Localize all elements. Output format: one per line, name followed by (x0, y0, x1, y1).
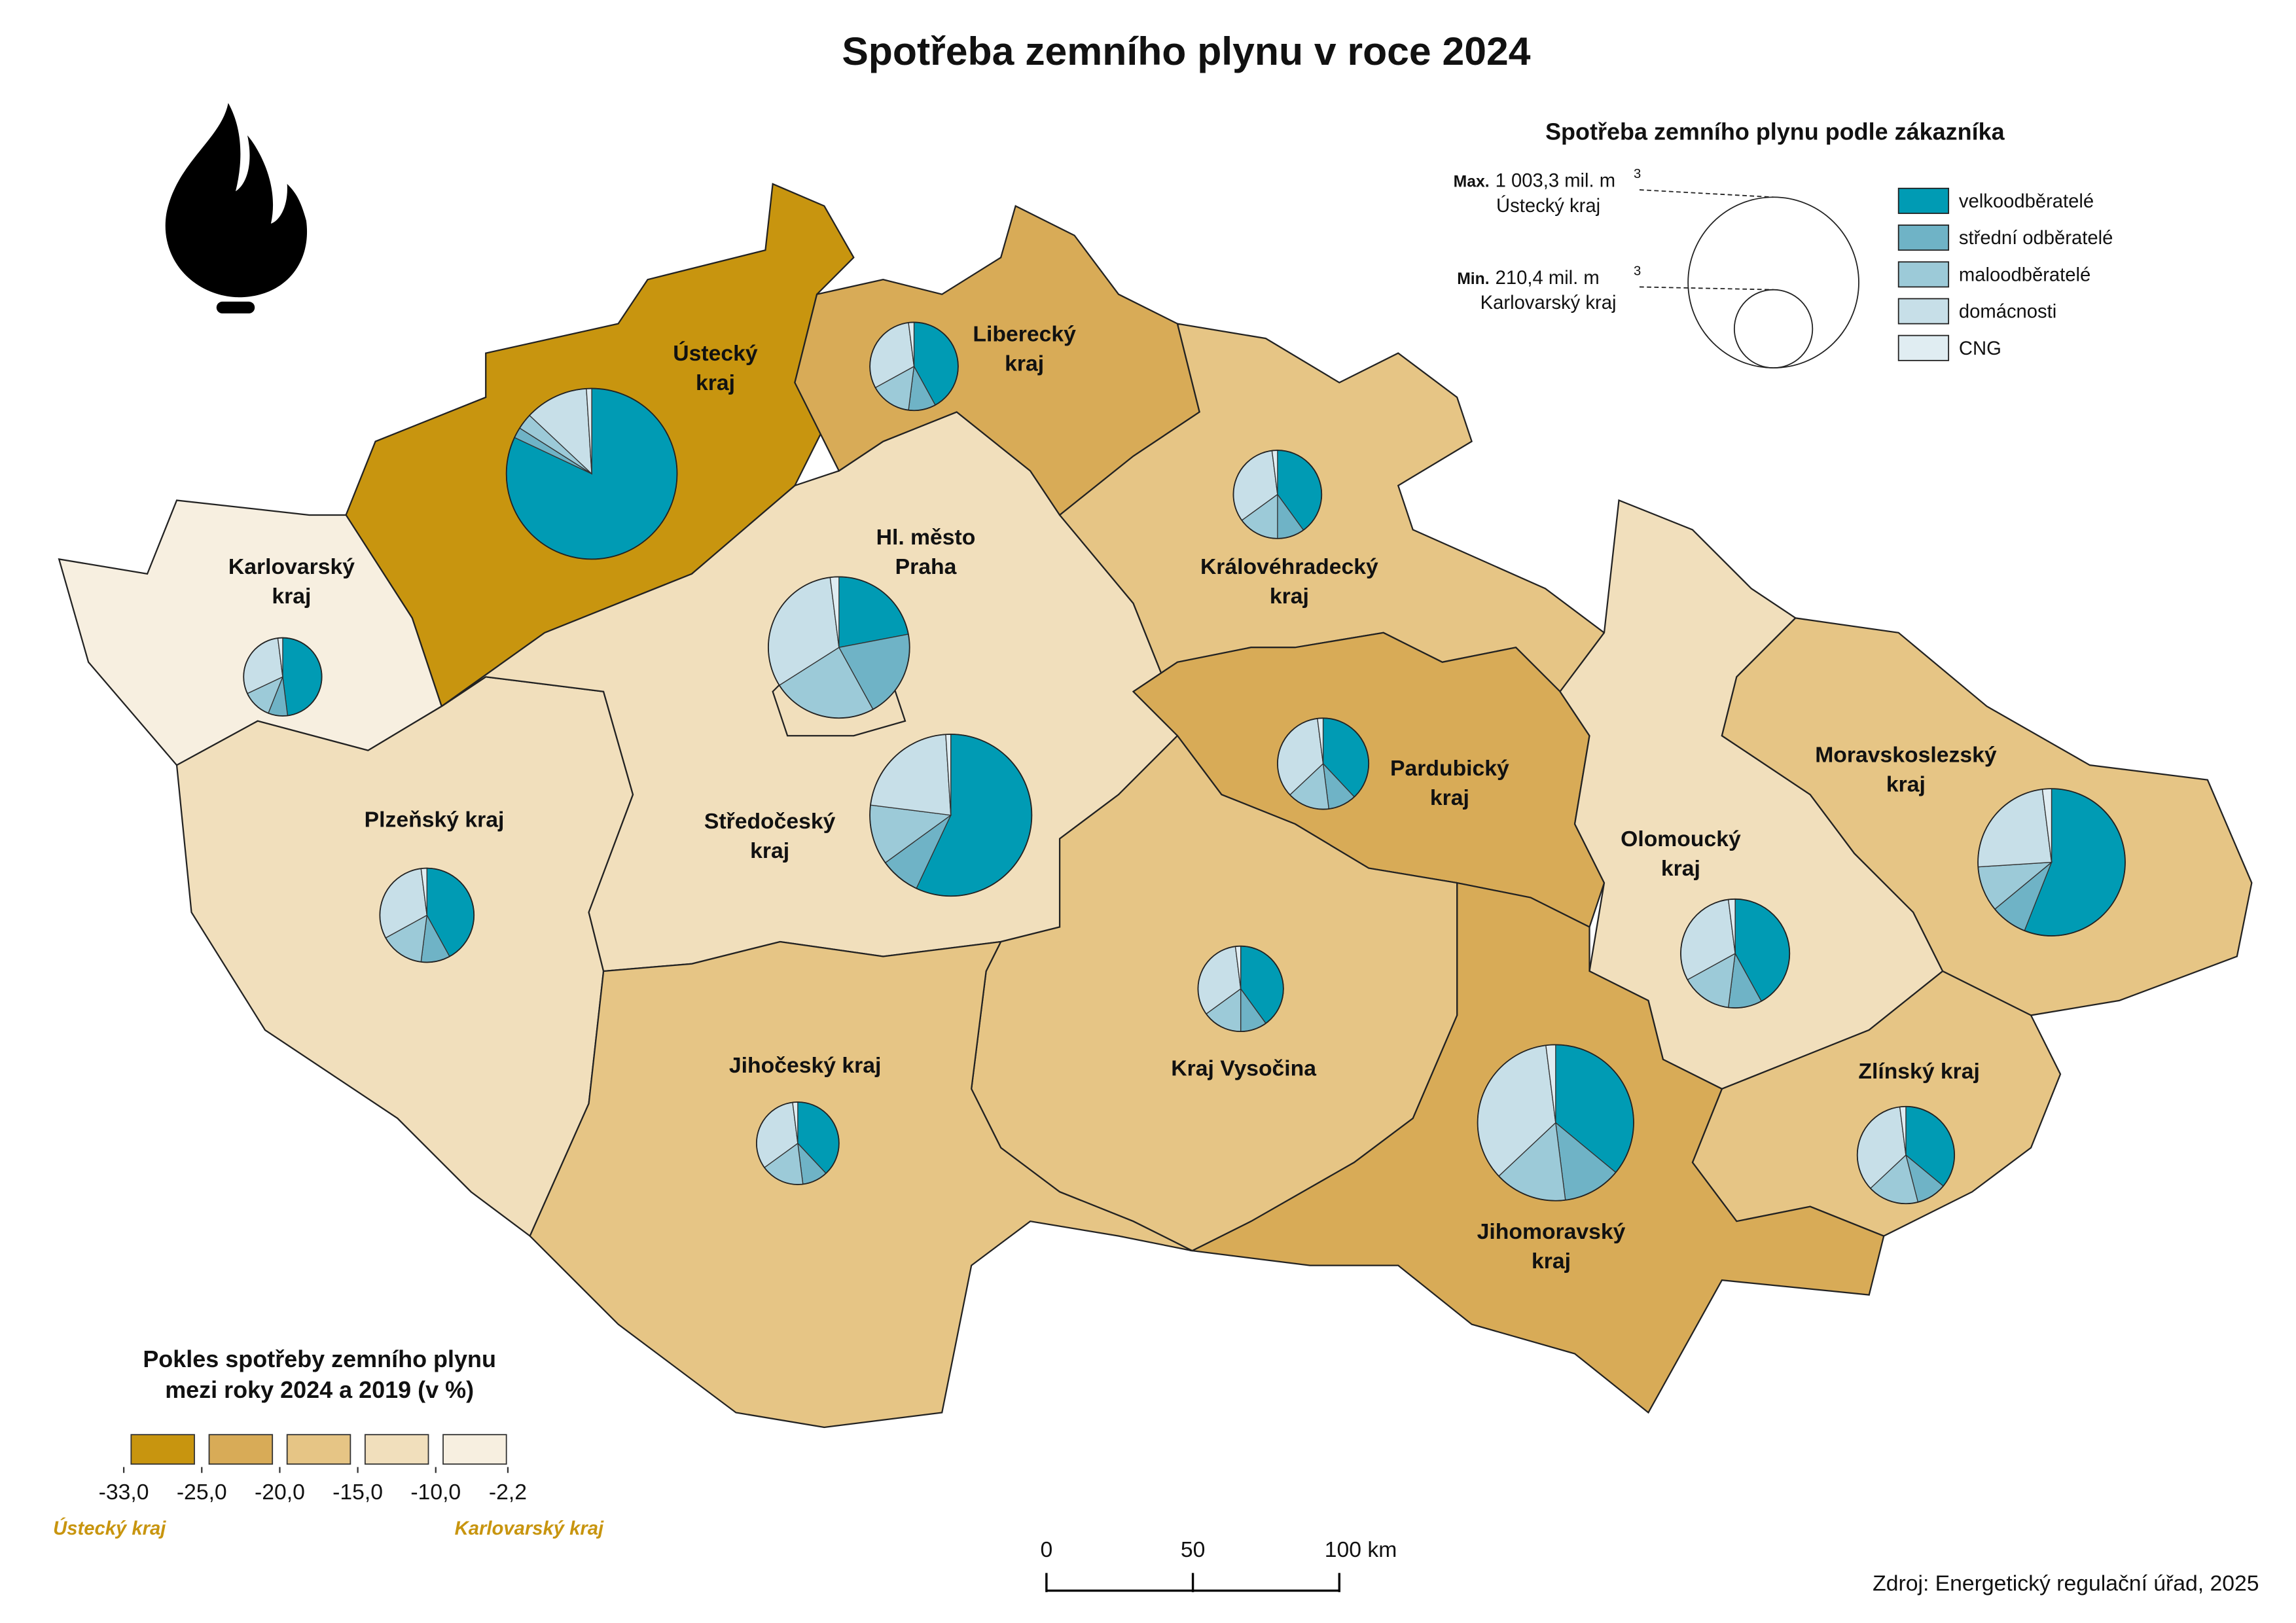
region-label: Jihomoravský (1477, 1219, 1626, 1244)
scale-label: 0 (1040, 1537, 1052, 1562)
class-break-label: -25,0 (177, 1480, 227, 1505)
pie-outline (869, 734, 1033, 897)
choropleth-legend-title: mezi roky 2024 a 2019 (v %) (165, 1376, 474, 1403)
region-label: Plzeňský kraj (365, 808, 505, 832)
class-break-label: -33,0 (99, 1480, 149, 1505)
region-label: Liberecký (973, 322, 1076, 347)
size-legend-circle (1733, 289, 1814, 369)
title: Spotřeba zemního plynu v roce 2024 (842, 29, 1530, 73)
size-legend-circle (1687, 196, 1859, 369)
region (1721, 617, 2253, 1016)
scale-label: 50 (1181, 1537, 1206, 1562)
legend-swatch (1897, 187, 1950, 214)
pie-outline (1477, 1044, 1634, 1202)
legend-extreme-high: Karlovarský kraj (455, 1518, 604, 1539)
class-break-label: -10,0 (410, 1480, 461, 1505)
region-label: Kraj Vysočina (1171, 1056, 1316, 1081)
region-label: Hl. město (876, 525, 976, 550)
pie-outline (243, 637, 323, 717)
class-break-label: -15,0 (332, 1480, 383, 1505)
class-swatch (442, 1434, 507, 1465)
legend-label: střední odběratelé (1959, 228, 2113, 249)
region-label: kraj (696, 370, 735, 395)
pie-outline (869, 321, 959, 412)
size-legend-leader (1639, 189, 1774, 198)
region-label: Karlovarský (228, 554, 355, 579)
region-label: Jihočeský kraj (729, 1053, 881, 1078)
choropleth-legend-title: Pokles spotřeby zemního plynu (143, 1346, 496, 1372)
legend-label: CNG (1959, 338, 2001, 359)
size-legend-value: 210,4 mil. m (1496, 268, 1600, 289)
class-swatch (286, 1434, 351, 1465)
pie-outline (1197, 945, 1284, 1033)
class-swatch (364, 1434, 429, 1465)
class-break-label: -2,2 (489, 1480, 527, 1505)
legend-label: domácnosti (1959, 302, 2056, 323)
size-legend-leader (1639, 286, 1774, 291)
region-label: Zlínský kraj (1858, 1059, 1980, 1084)
size-legend-region: Karlovarský kraj (1480, 293, 1617, 313)
legend-swatch (1897, 298, 1950, 325)
pie-outline (1856, 1105, 1956, 1205)
region-label: Ústecký (673, 341, 758, 366)
region-label: Olomoucký (1621, 827, 1741, 851)
region-label: Moravskoslezský (1815, 743, 1997, 768)
size-legend-sup: 3 (1634, 167, 1641, 181)
region-label: kraj (1005, 351, 1044, 376)
size-legend-sup: 3 (1634, 264, 1641, 278)
size-legend-region: Ústecký kraj (1496, 195, 1600, 217)
region-label: kraj (1661, 856, 1700, 881)
region-label: kraj (1270, 584, 1309, 609)
legend-swatch (1897, 224, 1950, 251)
source: Zdroj: Energetický regulační úřad, 2025 (1873, 1571, 2259, 1596)
legend-label: velkoodběratelé (1959, 191, 2094, 212)
region-label: Pardubický (1390, 756, 1509, 781)
region-label: Praha (895, 554, 957, 579)
region-label: Středočeský (704, 809, 836, 834)
pie-outline (1232, 450, 1323, 539)
pie-outline (768, 576, 910, 719)
legend-swatch (1897, 334, 1950, 361)
region (529, 940, 1193, 1429)
pie-outline (505, 387, 678, 560)
legend-label: maloodběratelé (1959, 264, 2090, 285)
region-label: kraj (750, 838, 789, 863)
flame-icon (165, 103, 308, 313)
size-legend-prefix: Min. (1457, 270, 1489, 288)
size-legend-prefix: Max. (1454, 173, 1490, 191)
legend-swatch (1897, 261, 1950, 288)
region-label: kraj (272, 584, 311, 609)
class-swatch (208, 1434, 274, 1465)
pie-outline (379, 867, 475, 963)
legend-extreme-low: Ústecký kraj (53, 1517, 166, 1539)
pie-outline (1277, 717, 1370, 810)
class-swatch (130, 1434, 195, 1465)
region (58, 499, 443, 766)
region-label: Královéhradecký (1200, 554, 1378, 579)
size-legend-value: 1 003,3 mil. m (1496, 171, 1616, 192)
pie-outline (755, 1101, 840, 1185)
region-label: kraj (1430, 785, 1469, 810)
pie-legend-title: Spotřeba zemního plynu podle zákazníka (1545, 118, 2005, 145)
region-label: kraj (1886, 772, 1926, 797)
scale-label: 100 km (1325, 1537, 1397, 1562)
region-label: kraj (1532, 1249, 1571, 1274)
class-break-label: -20,0 (255, 1480, 305, 1505)
pie-outline (1680, 898, 1791, 1009)
pie-outline (1977, 788, 2126, 936)
